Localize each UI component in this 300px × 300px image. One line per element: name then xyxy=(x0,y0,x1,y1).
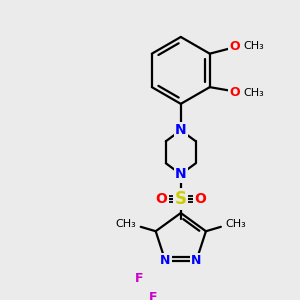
Text: CH₃: CH₃ xyxy=(225,219,246,229)
Text: N: N xyxy=(191,254,202,267)
Text: CH₃: CH₃ xyxy=(116,219,136,229)
Text: N: N xyxy=(175,123,187,137)
Text: O: O xyxy=(194,192,206,206)
Text: N: N xyxy=(160,254,170,267)
Text: F: F xyxy=(135,272,143,285)
Text: F: F xyxy=(149,291,157,300)
Text: O: O xyxy=(229,40,240,53)
Text: S: S xyxy=(175,190,187,208)
Text: O: O xyxy=(229,86,240,99)
Text: CH₃: CH₃ xyxy=(243,88,264,98)
Text: N: N xyxy=(175,167,187,181)
Text: CH₃: CH₃ xyxy=(243,41,264,51)
Text: O: O xyxy=(155,192,167,206)
